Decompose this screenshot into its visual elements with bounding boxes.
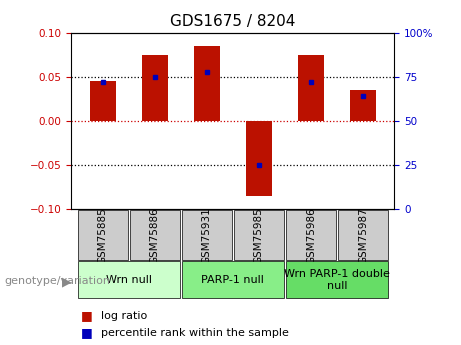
Bar (338, 210, 388, 260)
Text: percentile rank within the sample: percentile rank within the sample (101, 328, 290, 338)
Bar (182, 261, 284, 298)
Bar (130, 210, 180, 260)
Bar (78, 210, 128, 260)
Text: GSM75987: GSM75987 (358, 207, 368, 264)
Text: Wrn null: Wrn null (106, 275, 152, 285)
Text: GSM75986: GSM75986 (306, 207, 316, 264)
Text: genotype/variation: genotype/variation (5, 276, 111, 286)
Bar (142, 55, 168, 121)
Bar (234, 210, 284, 260)
Text: log ratio: log ratio (101, 311, 148, 321)
Text: GSM75886: GSM75886 (150, 207, 160, 264)
Bar (194, 46, 220, 121)
Text: ■: ■ (81, 309, 92, 322)
Bar (246, 121, 272, 196)
Title: GDS1675 / 8204: GDS1675 / 8204 (170, 14, 296, 29)
Bar (298, 55, 324, 121)
Bar (350, 90, 376, 121)
Text: GSM75931: GSM75931 (202, 207, 212, 264)
Bar (182, 210, 232, 260)
Bar (286, 261, 388, 298)
Text: PARP-1 null: PARP-1 null (201, 275, 264, 285)
Text: GSM75885: GSM75885 (98, 207, 108, 264)
Text: ▶: ▶ (62, 275, 72, 288)
Text: Wrn PARP-1 double
null: Wrn PARP-1 double null (284, 269, 390, 290)
Bar (78, 261, 180, 298)
Text: GSM75985: GSM75985 (254, 207, 264, 264)
Bar (286, 210, 336, 260)
Text: ■: ■ (81, 326, 92, 339)
Bar (90, 81, 116, 121)
